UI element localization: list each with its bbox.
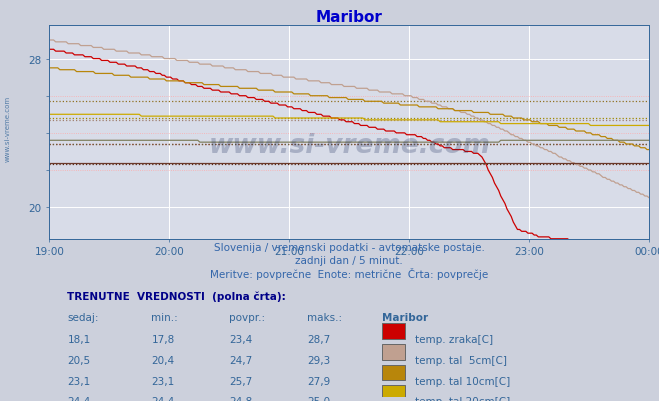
Text: 24,4: 24,4 (67, 396, 91, 401)
FancyBboxPatch shape (382, 365, 405, 381)
Text: www.si-vreme.com: www.si-vreme.com (208, 132, 490, 158)
Text: 29,3: 29,3 (307, 355, 331, 365)
FancyBboxPatch shape (382, 324, 405, 339)
Text: temp. tal 20cm[C]: temp. tal 20cm[C] (415, 396, 511, 401)
Text: 18,1: 18,1 (67, 335, 91, 344)
FancyBboxPatch shape (382, 344, 405, 360)
Text: 20,5: 20,5 (67, 355, 90, 365)
FancyBboxPatch shape (382, 385, 405, 401)
Text: 24,7: 24,7 (229, 355, 252, 365)
Text: 20,4: 20,4 (152, 355, 175, 365)
Text: TRENUTNE  VREDNOSTI  (polna črta):: TRENUTNE VREDNOSTI (polna črta): (67, 291, 286, 302)
Text: 27,9: 27,9 (307, 376, 331, 386)
Text: temp. tal 10cm[C]: temp. tal 10cm[C] (415, 376, 511, 386)
Text: 23,1: 23,1 (152, 376, 175, 386)
Text: Maribor: Maribor (382, 312, 428, 322)
Text: www.si-vreme.com: www.si-vreme.com (5, 95, 11, 161)
Text: min.:: min.: (152, 312, 178, 322)
Text: 25,0: 25,0 (307, 396, 330, 401)
Text: 23,1: 23,1 (67, 376, 91, 386)
Text: Meritve: povprečne  Enote: metrične  Črta: povprečje: Meritve: povprečne Enote: metrične Črta:… (210, 267, 488, 279)
Text: 23,4: 23,4 (229, 335, 252, 344)
Text: 24,8: 24,8 (229, 396, 252, 401)
Text: 25,7: 25,7 (229, 376, 252, 386)
Text: maks.:: maks.: (307, 312, 343, 322)
Text: 24,4: 24,4 (152, 396, 175, 401)
Title: Maribor: Maribor (316, 10, 383, 25)
Text: 17,8: 17,8 (152, 335, 175, 344)
Text: temp. zraka[C]: temp. zraka[C] (415, 335, 494, 344)
Text: povpr.:: povpr.: (229, 312, 266, 322)
Text: zadnji dan / 5 minut.: zadnji dan / 5 minut. (295, 255, 403, 265)
Text: 28,7: 28,7 (307, 335, 331, 344)
Text: sedaj:: sedaj: (67, 312, 99, 322)
Text: Slovenija / vremenski podatki - avtomatske postaje.: Slovenija / vremenski podatki - avtomats… (214, 242, 485, 252)
Text: temp. tal  5cm[C]: temp. tal 5cm[C] (415, 355, 507, 365)
